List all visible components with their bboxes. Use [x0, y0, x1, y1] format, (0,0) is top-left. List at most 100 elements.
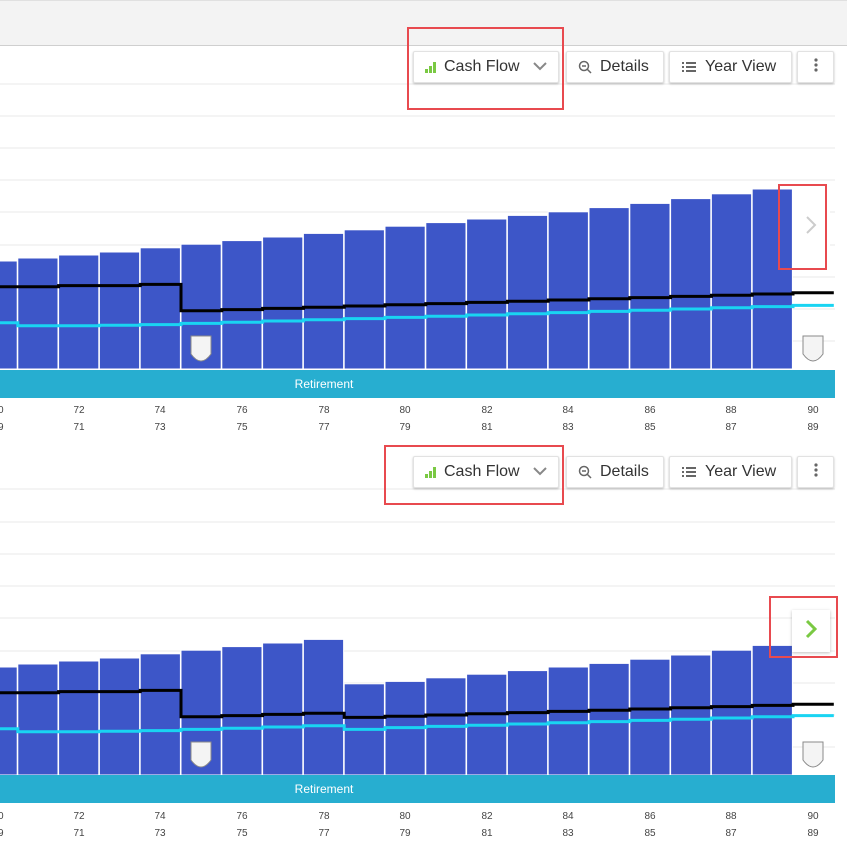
bar-age-71	[17, 663, 59, 776]
secondary-age-tick-label: 73	[154, 828, 166, 839]
bar-age-78	[302, 638, 345, 776]
bar-age-81	[425, 222, 467, 370]
secondary-age-tick-label: 83	[562, 828, 574, 839]
bar-age-89	[751, 644, 793, 776]
age-axis-row-1: 70 72 74 76 78 80 82 84 86 88 90	[0, 405, 847, 419]
bar-chart-icon	[425, 466, 436, 478]
secondary-age-tick-label: 75	[236, 422, 248, 433]
cyan-line	[0, 714, 834, 734]
cash-flow-chart-2: Retirement	[0, 488, 835, 803]
age-tick-label: 86	[644, 405, 656, 416]
age-tick-label: 72	[73, 811, 85, 822]
year-view-button[interactable]: Year View	[669, 456, 792, 488]
cash-flow-label: Cash Flow	[444, 58, 520, 75]
top-header-bar	[0, 0, 847, 46]
year-view-button[interactable]: Year View	[669, 51, 792, 83]
bar-age-74	[139, 247, 181, 370]
chevron-down-icon	[533, 463, 547, 481]
cash-flow-label: Cash Flow	[444, 463, 520, 480]
zoom-out-icon	[578, 465, 592, 479]
secondary-age-tick-label: 77	[318, 422, 330, 433]
age-tick-label: 82	[481, 405, 493, 416]
age-tick-label: 70	[0, 405, 4, 416]
shield-marker-icon	[190, 335, 212, 362]
bar-age-77	[262, 642, 304, 776]
age-tick-label: 70	[0, 811, 4, 822]
vertical-dots-icon	[813, 462, 818, 482]
age-tick-label: 82	[481, 811, 493, 822]
cash-flow-dropdown[interactable]: Cash Flow	[413, 51, 559, 83]
age-tick-label: 80	[399, 405, 411, 416]
bar-age-79	[343, 229, 385, 370]
cash-flow-panel-1: Retirement Cash Flow Details Year View 7…	[0, 27, 847, 436]
bar-age-89	[751, 188, 793, 370]
bar-age-84	[547, 211, 589, 370]
list-icon	[682, 466, 696, 478]
cash-flow-dropdown[interactable]: Cash Flow	[413, 456, 559, 488]
next-arrow-button[interactable]	[792, 206, 830, 248]
secondary-age-tick-label: 85	[644, 828, 656, 839]
bar-age-70	[0, 260, 18, 370]
more-options-button[interactable]	[797, 456, 834, 488]
bar-age-76	[221, 646, 263, 776]
year-view-label: Year View	[705, 463, 777, 480]
secondary-age-tick-label: 85	[644, 422, 656, 433]
bar-age-88	[710, 649, 753, 776]
details-label: Details	[600, 463, 649, 480]
age-axis-row-1: 70 72 74 76 78 80 82 84 86 88 90	[0, 811, 847, 825]
shield-marker-icon	[802, 335, 824, 362]
details-button[interactable]: Details	[566, 51, 664, 83]
cash-flow-chart-1: Retirement	[0, 83, 835, 398]
age-tick-label: 74	[154, 811, 166, 822]
bar-age-73	[98, 251, 141, 370]
secondary-age-tick-label: 77	[318, 828, 330, 839]
secondary-age-tick-label: 89	[807, 828, 819, 839]
age-tick-label: 78	[318, 811, 330, 822]
secondary-age-tick-label: 81	[481, 828, 493, 839]
age-tick-label: 78	[318, 405, 330, 416]
next-arrow-button[interactable]	[792, 610, 830, 652]
cash-flow-panel-2: Retirement Cash Flow Details Year View 7…	[0, 441, 847, 841]
age-tick-label: 76	[236, 405, 248, 416]
bar-age-80	[384, 225, 426, 370]
bar-age-76	[221, 240, 263, 370]
bar-age-85	[588, 207, 630, 370]
age-tick-label: 72	[73, 405, 85, 416]
bar-age-86	[629, 658, 671, 776]
secondary-age-tick-label: 71	[73, 828, 85, 839]
age-tick-label: 80	[399, 811, 411, 822]
secondary-age-tick-label: 79	[399, 828, 411, 839]
secondary-age-tick-label: 79	[399, 422, 411, 433]
bar-age-88	[710, 193, 753, 370]
retirement-band-label: Retirement	[295, 377, 354, 391]
zoom-out-icon	[578, 60, 592, 74]
retirement-band-label: Retirement	[295, 782, 354, 796]
expense-line	[0, 688, 834, 719]
chevron-down-icon	[533, 58, 547, 76]
bar-age-70	[0, 666, 18, 776]
secondary-age-tick-label: 87	[725, 828, 737, 839]
age-tick-label: 84	[562, 405, 574, 416]
list-icon	[682, 61, 696, 73]
chevron-right-icon	[805, 215, 817, 240]
secondary-age-tick-label: 89	[807, 422, 819, 433]
secondary-age-tick-label: 87	[725, 422, 737, 433]
age-tick-label: 74	[154, 405, 166, 416]
bar-age-73	[98, 657, 141, 776]
chevron-right-icon	[805, 619, 818, 644]
more-options-button[interactable]	[797, 51, 834, 83]
bar-age-77	[262, 236, 304, 370]
bar-age-83	[506, 214, 549, 370]
age-tick-label: 76	[236, 811, 248, 822]
bar-age-78	[302, 232, 345, 370]
bar-age-74	[139, 653, 181, 776]
age-axis-row-2: 69 71 73 75 77 79 81 83 85 87 89	[0, 422, 847, 436]
secondary-age-tick-label: 69	[0, 422, 4, 433]
age-tick-label: 90	[807, 811, 819, 822]
age-tick-label: 90	[807, 405, 819, 416]
details-button[interactable]: Details	[566, 456, 664, 488]
secondary-age-tick-label: 73	[154, 422, 166, 433]
bar-age-87	[670, 198, 712, 370]
age-tick-label: 86	[644, 811, 656, 822]
bar-age-82	[466, 218, 508, 370]
